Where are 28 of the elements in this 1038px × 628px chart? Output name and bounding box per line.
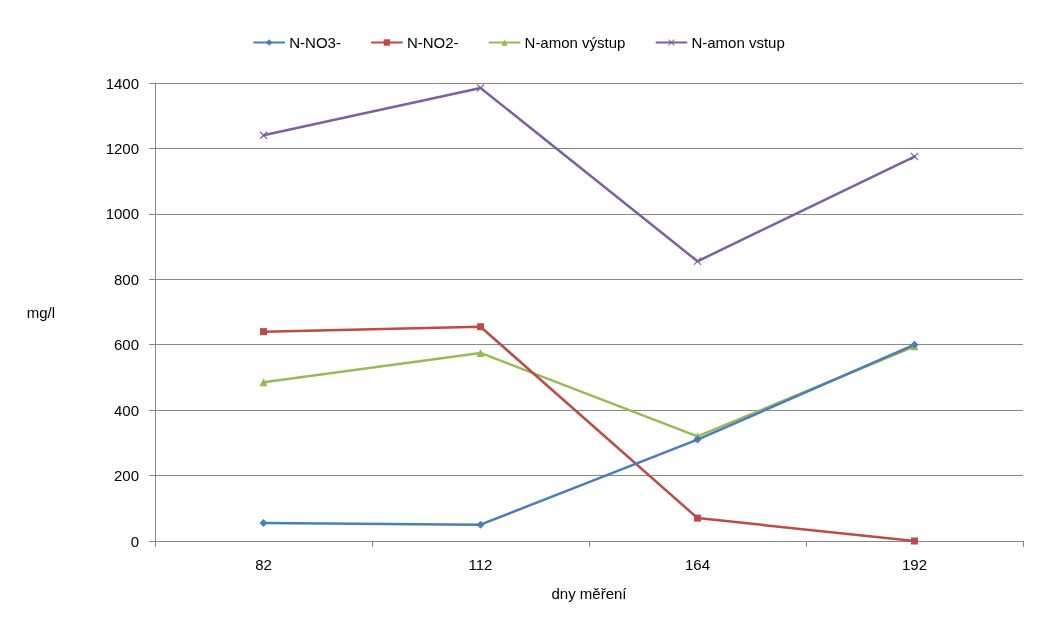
- y-tick-label: 200: [113, 467, 139, 485]
- point: [477, 323, 484, 331]
- y-tick-label: 800: [113, 270, 139, 288]
- point: [911, 537, 918, 545]
- x-tick-label: 112: [468, 556, 493, 573]
- y-tick-label: 400: [113, 401, 139, 419]
- point: [694, 514, 701, 522]
- y-axis-title: mg/l: [26, 303, 55, 321]
- legend-label: N-amon vstup: [691, 34, 785, 51]
- point: [476, 520, 485, 529]
- point: [476, 83, 485, 92]
- x-axis-title: dny měření: [551, 585, 628, 602]
- y-tick-label: 1200: [105, 139, 139, 157]
- point: [476, 348, 485, 357]
- y-tick-label: 1000: [105, 205, 139, 223]
- point: [259, 519, 268, 528]
- y-tick-label: 0: [130, 532, 139, 550]
- x-tick-label: 164: [684, 556, 711, 573]
- point: [259, 378, 268, 387]
- y-tick-label: 1400: [105, 74, 139, 92]
- x-tick-label: 82: [255, 556, 272, 573]
- legend-label: N-NO2-: [406, 34, 459, 51]
- point: [260, 328, 267, 336]
- point: [693, 257, 702, 266]
- y-tick-label: 600: [113, 336, 139, 354]
- legend-label: N-amon výstup: [524, 34, 626, 51]
- x-tick-label: 192: [901, 556, 928, 573]
- legend-label: N-NO3-: [289, 34, 341, 51]
